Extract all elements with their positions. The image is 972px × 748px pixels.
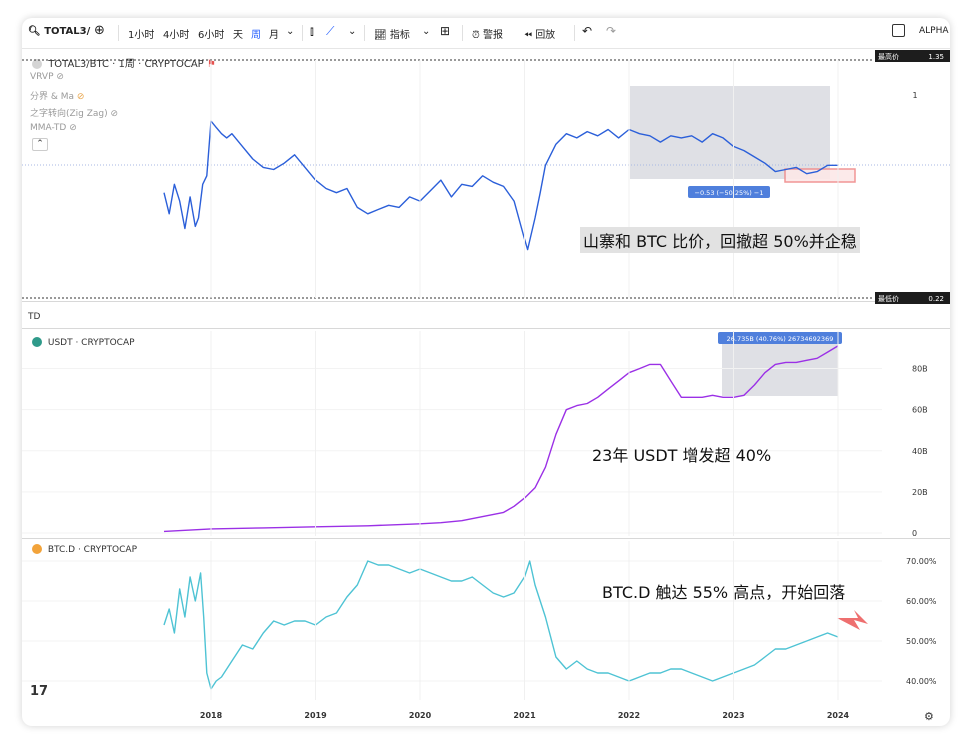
panel3-legend[interactable]: BTC.D · CRYPTOCAP bbox=[32, 544, 137, 555]
chevron-down-icon[interactable]: ⌄ bbox=[348, 26, 357, 37]
panel1-annotation: 山寨和 BTC 比价，回撤超 50%并企稳 bbox=[580, 227, 860, 253]
brand-label: ALPHA bbox=[919, 26, 949, 36]
x-tick-label: 2022 bbox=[618, 711, 640, 720]
indicator-vrvp[interactable]: VRVP ⊘ bbox=[30, 72, 64, 82]
totalbtc-series-line[interactable] bbox=[163, 120, 838, 251]
alarm-clock-icon: ⏰︎ bbox=[472, 30, 480, 41]
indicators-icon: 📈︎ bbox=[374, 30, 387, 41]
btc-logo-icon bbox=[32, 544, 42, 554]
replay-button[interactable]: ⏪︎ 回放 bbox=[524, 26, 555, 41]
x-tick-label: 2019 bbox=[304, 711, 327, 720]
symbol-search[interactable]: 🔍︎ TOTAL3/ bbox=[28, 26, 90, 37]
measure-label-bg bbox=[718, 332, 842, 344]
measure-box[interactable] bbox=[630, 86, 830, 179]
measure-label: −0.53 (−50.25%) −1 bbox=[695, 189, 764, 197]
indicator-zigzag[interactable]: 之字转向(Zig Zag) ⊘ bbox=[30, 106, 118, 119]
btcd-series-line[interactable] bbox=[163, 560, 839, 690]
eye-hidden-icon[interactable]: ⊘ bbox=[76, 92, 85, 102]
interval-day[interactable]: 天 bbox=[233, 30, 243, 41]
alert-button[interactable]: ⏰︎ 警报 bbox=[472, 26, 503, 41]
gear-icon[interactable]: ⚙ bbox=[924, 710, 934, 723]
td-label: TD bbox=[28, 312, 41, 322]
fullscreen-icon[interactable] bbox=[892, 24, 905, 37]
tradingview-logo-icon: 𝟭𝟳 bbox=[30, 684, 49, 699]
indicator-label: 分界 & Ma bbox=[30, 92, 75, 102]
measure-label-bg bbox=[688, 186, 770, 198]
usdt-logo-icon bbox=[32, 337, 42, 347]
measure-box[interactable] bbox=[722, 340, 838, 396]
collapse-legend-button[interactable]: ⌃ bbox=[32, 138, 48, 151]
replay-label: 回放 bbox=[535, 30, 556, 41]
chevron-down-icon[interactable]: ⌄ bbox=[286, 26, 295, 37]
chart-window: 🔍︎ TOTAL3/ ⊕ 1小时 4小时 6小时 天 周 月 ⌄ ⫾ ⟋ ⌄ 📈… bbox=[22, 18, 950, 726]
interval-month[interactable]: 月 bbox=[269, 30, 279, 41]
y-tick-label: 60.00% bbox=[906, 597, 937, 606]
x-tick-label: 2024 bbox=[827, 711, 850, 720]
interval-week[interactable]: 周 bbox=[251, 30, 261, 41]
high-value: 1.35 bbox=[928, 53, 944, 61]
x-tick-label: 2021 bbox=[513, 711, 536, 720]
panel-separator[interactable] bbox=[22, 301, 950, 302]
measure-label: 26.735B (40.76%) 26734692369 bbox=[727, 335, 834, 343]
panel-separator[interactable] bbox=[22, 328, 950, 329]
symbol-label: TOTAL3/ bbox=[44, 26, 91, 37]
x-tick-label: 2018 bbox=[200, 711, 223, 720]
interval-6h[interactable]: 6小时 bbox=[198, 30, 225, 41]
indicators-button[interactable]: 📈︎ 指标 bbox=[374, 26, 410, 41]
add-symbol-icon[interactable]: ⊕ bbox=[94, 23, 105, 38]
indicator-label: 之字转向(Zig Zag) bbox=[30, 109, 108, 119]
high-label-bg bbox=[875, 50, 950, 62]
low-value: 0.22 bbox=[928, 295, 944, 303]
usdt-series-line[interactable] bbox=[163, 345, 839, 533]
y-tick-label: 50.00% bbox=[906, 637, 937, 646]
panel2-legend[interactable]: USDT · CRYPTOCAP bbox=[32, 337, 135, 348]
eye-hidden-icon[interactable]: ⊘ bbox=[69, 123, 77, 133]
rewind-icon: ⏪︎ bbox=[524, 30, 532, 41]
indicator-label: MMA-TD bbox=[30, 123, 67, 133]
symbol-logo-icon bbox=[32, 59, 42, 69]
highlight-box[interactable] bbox=[784, 168, 856, 183]
y-tick-label: 80B bbox=[912, 365, 928, 374]
y-tick-label: 1 bbox=[912, 91, 917, 100]
low-label: 最低价 bbox=[878, 294, 899, 303]
interval-1h[interactable]: 1小时 bbox=[128, 30, 155, 41]
y-tick-label: 70.00% bbox=[906, 557, 937, 566]
high-label: 最高价 bbox=[878, 52, 899, 61]
y-tick-label: 60B bbox=[912, 406, 928, 415]
panel3-annotation: BTC.D 触达 55% 高点，开始回落 bbox=[602, 583, 846, 602]
panel-separator[interactable] bbox=[22, 538, 950, 539]
alert-label: 警报 bbox=[483, 30, 503, 41]
indicators-label: 指标 bbox=[389, 30, 410, 41]
panel2-title: USDT · CRYPTOCAP bbox=[47, 338, 135, 348]
panel2-annotation: 23年 USDT 增发超 40% bbox=[592, 446, 772, 465]
x-tick-label: 2023 bbox=[722, 711, 744, 720]
eye-hidden-icon[interactable]: ⊘ bbox=[110, 109, 119, 119]
x-tick-label: 2020 bbox=[409, 711, 432, 720]
undo-icon[interactable]: ↶ bbox=[582, 24, 593, 38]
chevron-down-icon[interactable]: ⌄ bbox=[422, 26, 431, 37]
indicator-mma-td[interactable]: MMA-TD ⊘ bbox=[30, 123, 77, 133]
layout-grid-icon[interactable]: ⊞ bbox=[440, 24, 451, 38]
redo-icon[interactable]: ↷ bbox=[606, 24, 617, 38]
candles-icon[interactable]: ⫾ bbox=[310, 24, 314, 38]
interval-4h[interactable]: 4小时 bbox=[163, 30, 190, 41]
indicator-ma[interactable]: 分界 & Ma ⊘ bbox=[30, 89, 84, 102]
eye-hidden-icon[interactable]: ⊘ bbox=[56, 72, 64, 82]
panel1-title: TOTAL3/BTC · 1周 · CRYPTOCAP bbox=[48, 59, 204, 70]
line-chart-icon[interactable]: ⟋ bbox=[326, 24, 335, 38]
y-tick-label: 40B bbox=[912, 447, 928, 456]
low-label-bg bbox=[875, 292, 950, 304]
top-toolbar: 🔍︎ TOTAL3/ ⊕ 1小时 4小时 6小时 天 周 月 ⌄ ⫾ ⟋ ⌄ 📈… bbox=[22, 18, 950, 49]
y-tick-label: 0 bbox=[912, 529, 917, 538]
chart-canvas[interactable]: −0.53 (−50.25%) −1 最高价 1.35 最低价 0.22 1 26.735… bbox=[22, 18, 950, 726]
y-tick-label: 40.00% bbox=[906, 677, 937, 686]
y-tick-label: 20B bbox=[912, 488, 928, 497]
search-icon: 🔍︎ bbox=[28, 26, 41, 37]
indicator-label: VRVP bbox=[30, 72, 54, 82]
panel3-title: BTC.D · CRYPTOCAP bbox=[47, 545, 138, 555]
arrow-down-icon bbox=[837, 610, 868, 630]
